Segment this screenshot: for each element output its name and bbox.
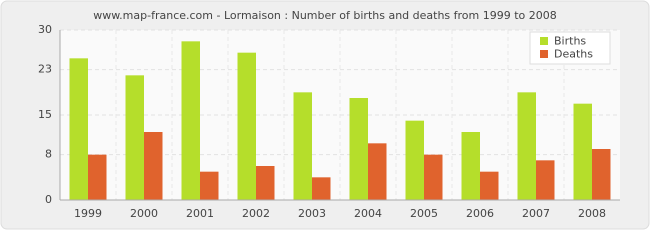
- x-tick-label: 2005: [410, 207, 438, 220]
- chart-title: www.map-france.com - Lormaison : Number …: [93, 9, 557, 22]
- legend-label: Births: [554, 35, 586, 48]
- bar: [405, 120, 424, 200]
- x-tick-label: 2006: [466, 207, 494, 220]
- bar: [181, 41, 200, 201]
- bar: [256, 166, 275, 200]
- bar: [480, 171, 499, 200]
- y-tick-label: 15: [38, 108, 52, 121]
- legend-label: Deaths: [554, 48, 593, 61]
- bar: [517, 92, 536, 200]
- bar: [293, 92, 312, 200]
- y-tick-label: 30: [38, 23, 52, 36]
- bar: [144, 132, 163, 200]
- bar: [200, 171, 219, 200]
- x-tick-label: 2002: [242, 207, 270, 220]
- y-tick-label: 8: [45, 148, 52, 161]
- legend-swatch: [540, 50, 548, 58]
- bar: [349, 98, 368, 200]
- bar: [461, 132, 480, 200]
- x-tick-label: 2007: [522, 207, 550, 220]
- bar: [424, 154, 443, 200]
- y-tick-label: 0: [45, 193, 52, 206]
- x-tick-label: 2000: [130, 207, 158, 220]
- x-tick-label: 2004: [354, 207, 382, 220]
- x-tick-label: 2001: [186, 207, 214, 220]
- bar: [312, 177, 331, 200]
- chart: www.map-france.com - Lormaison : Number …: [0, 0, 650, 230]
- y-tick-label: 23: [38, 63, 52, 76]
- bar: [69, 58, 88, 201]
- bar: [536, 160, 555, 200]
- bar: [368, 143, 387, 200]
- legend-swatch: [540, 37, 548, 45]
- bar: [592, 149, 611, 200]
- bar: [125, 75, 144, 200]
- x-tick-label: 1999: [74, 207, 102, 220]
- bar: [88, 154, 107, 200]
- x-tick-label: 2008: [578, 207, 606, 220]
- bar: [573, 103, 592, 200]
- x-tick-label: 2003: [298, 207, 326, 220]
- bar: [237, 52, 256, 200]
